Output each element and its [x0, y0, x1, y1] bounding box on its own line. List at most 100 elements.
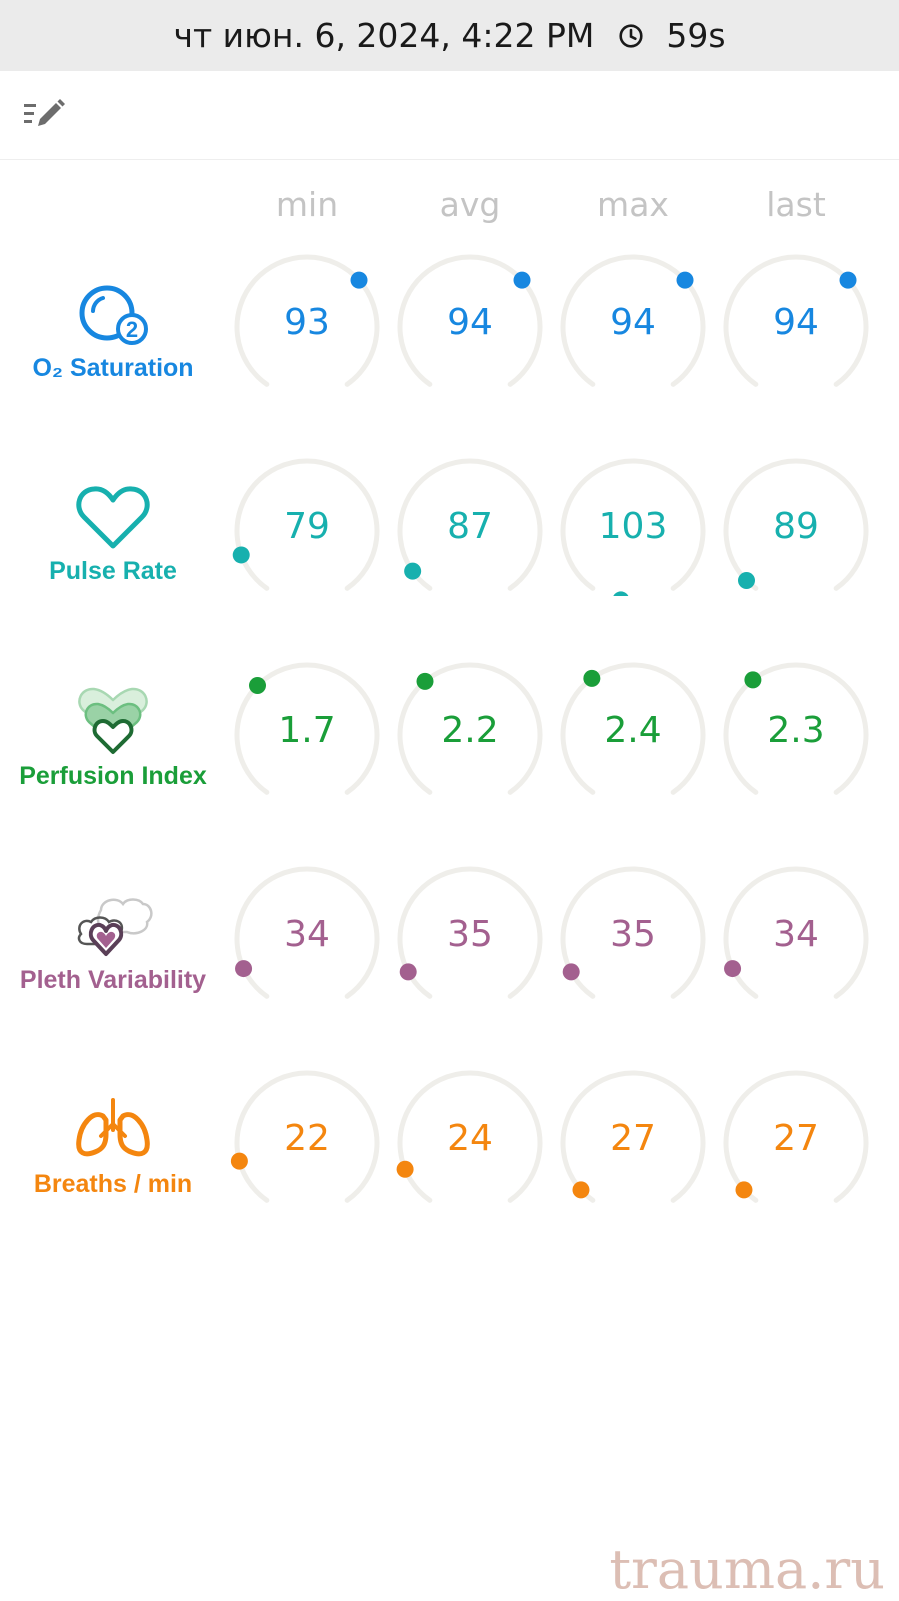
pvi-gauge-max: 35 [553, 864, 713, 1004]
gauge-indicator-dot [399, 963, 417, 981]
gauge-track [234, 254, 380, 387]
gauge-arc [723, 1070, 869, 1203]
edit-list-icon[interactable] [22, 97, 68, 133]
column-header-avg: avg [439, 185, 501, 224]
gauge-indicator-dot [744, 671, 762, 689]
gauge-track [397, 458, 543, 591]
gauge-value: 2.3 [767, 710, 825, 751]
gauge-value: 103 [598, 506, 668, 547]
o2-saturation-icon: 2 [79, 285, 148, 345]
pulse-gauge-avg: 87 [390, 456, 550, 596]
gauge-value: 94 [773, 302, 819, 343]
gauge-indicator-dot [513, 271, 531, 289]
gauge-arc [560, 458, 706, 596]
o2-gauge-max: 94 [553, 252, 713, 392]
gauge-indicator-dot [735, 1181, 753, 1199]
gauge-indicator-dot [249, 677, 267, 695]
gauge-track [723, 662, 869, 795]
gauge-value: 2.2 [441, 710, 499, 751]
pulse-gauge-max: 103 [553, 456, 713, 596]
gauge-value: 22 [284, 1118, 330, 1159]
gauge-arc [723, 458, 869, 591]
gauge-indicator-dot [572, 1181, 590, 1199]
gauge-indicator-dot [839, 271, 857, 289]
pi-gauge-min: 1.7 [227, 660, 387, 800]
gauge-value: 87 [447, 506, 493, 547]
gauge-track [234, 866, 380, 999]
gauge-value: 94 [610, 302, 656, 343]
datetime-text: чт июн. 6, 2024, 4:22 PM [173, 16, 595, 55]
gauge-track [723, 866, 869, 999]
gauge-value: 93 [284, 302, 330, 343]
column-header-min: min [275, 185, 339, 224]
gauge-arc [234, 866, 380, 999]
breaths-per-min-label: Breaths / min [33, 1170, 193, 1198]
pi-gauge-max: 2.4 [553, 660, 713, 800]
o2-gauge-min: 93 [227, 252, 387, 392]
rr-gauge-last: 27 [716, 1068, 876, 1208]
pi-gauge-avg: 2.2 [390, 660, 550, 800]
rr-gauge-avg: 24 [390, 1068, 550, 1208]
gauge-track [560, 458, 706, 591]
gauge-indicator-dot [396, 1160, 414, 1178]
pulse-gauge-last: 89 [716, 456, 876, 596]
gauge-arc [234, 254, 380, 387]
gauge-value: 94 [447, 302, 493, 343]
gauge-track [560, 1070, 706, 1203]
gauge-indicator-dot [230, 1152, 248, 1170]
timer-text: 59s [666, 16, 726, 55]
gauge-value: 89 [773, 506, 819, 547]
gauge-indicator-dot [235, 960, 253, 978]
pvi-gauge-avg: 35 [390, 864, 550, 1004]
watermark: trauma.ru [609, 1538, 885, 1601]
pulse-gauge-min: 79 [227, 456, 387, 596]
o2-gauge-last: 94 [716, 252, 876, 392]
gauge-track [397, 254, 543, 387]
gauge-track [234, 458, 380, 591]
gauge-track [560, 662, 706, 795]
gauge-track [723, 1070, 869, 1203]
gauge-value: 34 [284, 914, 330, 955]
perfusion-index-label: Perfusion Index [19, 762, 207, 790]
column-header-last: last [766, 185, 826, 224]
lungs-icon [76, 1098, 150, 1157]
gauge-value: 2.4 [604, 710, 662, 751]
gauge-value: 1.7 [278, 710, 336, 751]
gauge-arc [397, 662, 543, 795]
gauge-value: 27 [773, 1118, 819, 1159]
gauge-indicator-dot [562, 963, 580, 981]
gauge-value: 79 [284, 506, 330, 547]
perfusion-index-icon [78, 687, 148, 754]
gauge-indicator-dot [416, 672, 434, 690]
pvi-gauge-min: 34 [227, 864, 387, 1004]
rr-gauge-max: 27 [553, 1068, 713, 1208]
gauge-track [723, 458, 869, 591]
gauge-arc [397, 866, 543, 999]
pulse-rate-label: Pulse Rate [49, 557, 177, 585]
gauge-value: 24 [447, 1118, 493, 1159]
pleth-variability-icon [77, 898, 153, 956]
gauge-arc [723, 662, 869, 795]
svg-text:2: 2 [126, 317, 138, 342]
gauge-arc [560, 866, 706, 999]
gauge-indicator-dot [404, 562, 422, 580]
pvi-gauge-last: 34 [716, 864, 876, 1004]
gauge-indicator-dot [676, 271, 694, 289]
gauge-track [397, 1070, 543, 1203]
column-header-max: max [597, 185, 669, 224]
gauge-arc [232, 458, 380, 591]
gauge-value: 27 [610, 1118, 656, 1159]
o2-saturation-label: O₂ Saturation [32, 354, 194, 382]
gauge-track [560, 254, 706, 387]
gauge-arc [723, 866, 869, 999]
gauge-track [234, 662, 380, 795]
gauge-arc [397, 254, 543, 387]
rr-gauge-min: 22 [227, 1068, 387, 1208]
gauge-value: 35 [610, 914, 656, 955]
pi-gauge-last: 2.3 [716, 660, 876, 800]
gauge-arc [723, 254, 869, 387]
gauge-indicator-dot [738, 571, 756, 589]
gauge-track [397, 866, 543, 999]
heart-icon [76, 486, 150, 549]
toolbar [0, 71, 899, 160]
